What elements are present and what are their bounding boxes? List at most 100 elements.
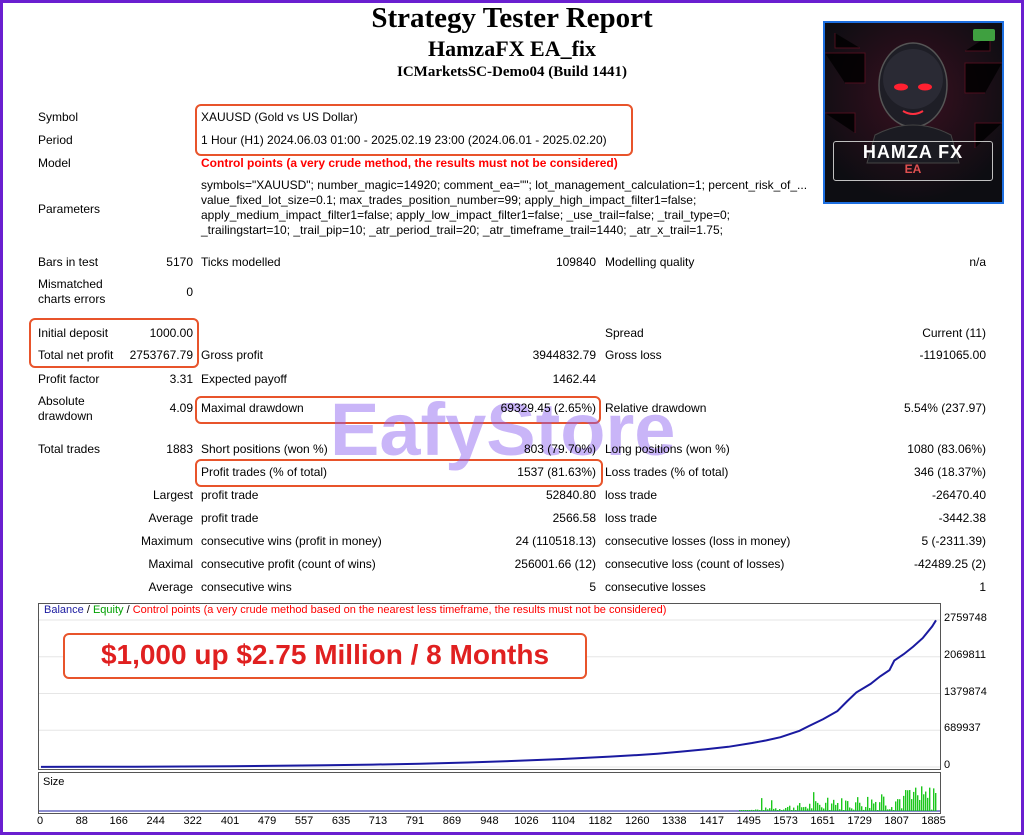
avg-consecutive-losses-label: consecutive losses bbox=[605, 580, 706, 594]
x-tick-label: 1026 bbox=[514, 815, 539, 827]
size-bar bbox=[855, 802, 857, 811]
size-bar bbox=[743, 810, 745, 811]
symbol-label: Symbol bbox=[38, 110, 79, 124]
legend-equity: Equity bbox=[92, 604, 124, 616]
maximal-consecutive-profit-label: consecutive profit (count of wins) bbox=[201, 557, 376, 571]
size-bar bbox=[835, 804, 837, 811]
size-bar bbox=[781, 810, 783, 811]
maximal-label: Maximal bbox=[148, 557, 193, 571]
size-bar bbox=[763, 810, 765, 811]
spread-value: Current (11) bbox=[922, 326, 986, 340]
size-bar bbox=[901, 808, 903, 811]
size-bar bbox=[925, 791, 927, 811]
size-bar bbox=[809, 803, 811, 811]
size-bar bbox=[827, 797, 829, 811]
short-positions-value: 803 (79.70%) bbox=[523, 442, 596, 456]
model-value: Control points (a very crude method, the… bbox=[201, 156, 618, 170]
x-tick-label: 1104 bbox=[551, 815, 576, 827]
relative-drawdown-label: Relative drawdown bbox=[605, 401, 707, 415]
chart-legend: Balance / Equity / Control points (a ver… bbox=[44, 604, 666, 616]
deposit-value: 1000.00 bbox=[149, 326, 193, 340]
size-bar bbox=[885, 805, 887, 811]
legend-sep-2: / bbox=[123, 604, 133, 616]
size-bar bbox=[915, 787, 917, 811]
quality-label: Modelling quality bbox=[605, 255, 695, 269]
maximal-drawdown-value: 69329.45 (2.65%) bbox=[500, 401, 596, 415]
maximal-consecutive-loss-value: -42489.25 (2) bbox=[913, 557, 986, 571]
expected-payoff-value: 1462.44 bbox=[552, 372, 596, 386]
size-bar bbox=[887, 809, 889, 811]
avg-consecutive-wins-value: 5 bbox=[589, 580, 596, 594]
maximal-consecutive-loss-label: consecutive loss (count of losses) bbox=[605, 557, 785, 571]
size-bar bbox=[867, 796, 869, 811]
average-loss-label: loss trade bbox=[605, 511, 658, 525]
legend-control-points: Control points (a very crude method base… bbox=[132, 604, 667, 616]
x-tick-label: 88 bbox=[75, 815, 88, 827]
profit-trades-value: 1537 (81.63%) bbox=[517, 465, 596, 479]
x-tick-label: 0 bbox=[36, 815, 44, 827]
size-bar bbox=[747, 810, 749, 811]
size-bar bbox=[857, 797, 859, 811]
size-bar bbox=[739, 810, 741, 811]
size-bar bbox=[811, 808, 813, 811]
maximum-label: Maximum bbox=[140, 534, 193, 548]
average-profit-label: profit trade bbox=[201, 511, 259, 525]
size-bar bbox=[793, 807, 795, 811]
size-bar bbox=[895, 801, 897, 811]
maximal-drawdown-label: Maximal drawdown bbox=[201, 401, 304, 415]
size-bar bbox=[749, 810, 751, 811]
size-bar bbox=[825, 802, 827, 811]
y-tick-label: 2759748 bbox=[944, 612, 987, 624]
logo-title-text: HAMZA FX bbox=[862, 142, 964, 162]
x-tick-label: 1729 bbox=[847, 815, 872, 827]
avg-consecutive-label: Average bbox=[148, 580, 193, 594]
x-tick-label: 1651 bbox=[810, 815, 835, 827]
size-bar bbox=[773, 808, 775, 811]
x-tick-label: 1417 bbox=[699, 815, 724, 827]
size-bar bbox=[881, 794, 883, 811]
size-bar bbox=[879, 802, 881, 811]
loss-trades-label: Loss trades (% of total) bbox=[605, 465, 729, 479]
size-bar bbox=[935, 793, 937, 811]
size-bar bbox=[753, 810, 755, 811]
x-tick-label: 1260 bbox=[625, 815, 650, 827]
size-bar bbox=[829, 810, 831, 811]
x-tick-label: 713 bbox=[368, 815, 388, 827]
size-bar bbox=[907, 790, 909, 811]
size-bar bbox=[929, 787, 931, 811]
ticks-value: 109840 bbox=[555, 255, 596, 269]
size-bar bbox=[849, 807, 851, 811]
max-consecutive-wins-label: consecutive wins (profit in money) bbox=[201, 534, 382, 548]
avg-consecutive-losses-value: 1 bbox=[979, 580, 986, 594]
maximal-consecutive-profit-value: 256001.66 (12) bbox=[514, 557, 596, 571]
size-bar bbox=[927, 797, 929, 811]
size-bar bbox=[771, 800, 773, 811]
size-bar bbox=[909, 790, 911, 811]
x-tick-label: 1573 bbox=[773, 815, 798, 827]
gross-profit-value: 3944832.79 bbox=[532, 348, 596, 362]
size-bar bbox=[821, 807, 823, 811]
size-bar bbox=[853, 809, 855, 811]
total-trades-value: 1883 bbox=[166, 442, 193, 456]
x-tick-label: 869 bbox=[442, 815, 462, 827]
size-bar bbox=[823, 808, 825, 811]
average-label: Average bbox=[148, 511, 193, 525]
max-consecutive-wins-value: 24 (110518.13) bbox=[515, 534, 596, 548]
size-bar bbox=[903, 795, 905, 811]
loss-trades-value: 346 (18.37%) bbox=[913, 465, 986, 479]
deposit-label: Initial deposit bbox=[38, 326, 109, 340]
x-tick-label: 479 bbox=[257, 815, 277, 827]
size-bar bbox=[785, 807, 787, 811]
size-bar bbox=[897, 799, 899, 811]
x-tick-label: 948 bbox=[480, 815, 499, 827]
size-bar bbox=[777, 810, 779, 811]
y-tick-label: 0 bbox=[944, 759, 951, 771]
size-bar bbox=[783, 809, 785, 811]
x-tick-label: 401 bbox=[220, 815, 240, 827]
size-bar bbox=[789, 805, 791, 811]
size-bar bbox=[905, 790, 907, 811]
size-bar bbox=[797, 805, 799, 811]
x-tick-label: 166 bbox=[109, 815, 128, 827]
net-profit-label: Total net profit bbox=[38, 348, 114, 362]
